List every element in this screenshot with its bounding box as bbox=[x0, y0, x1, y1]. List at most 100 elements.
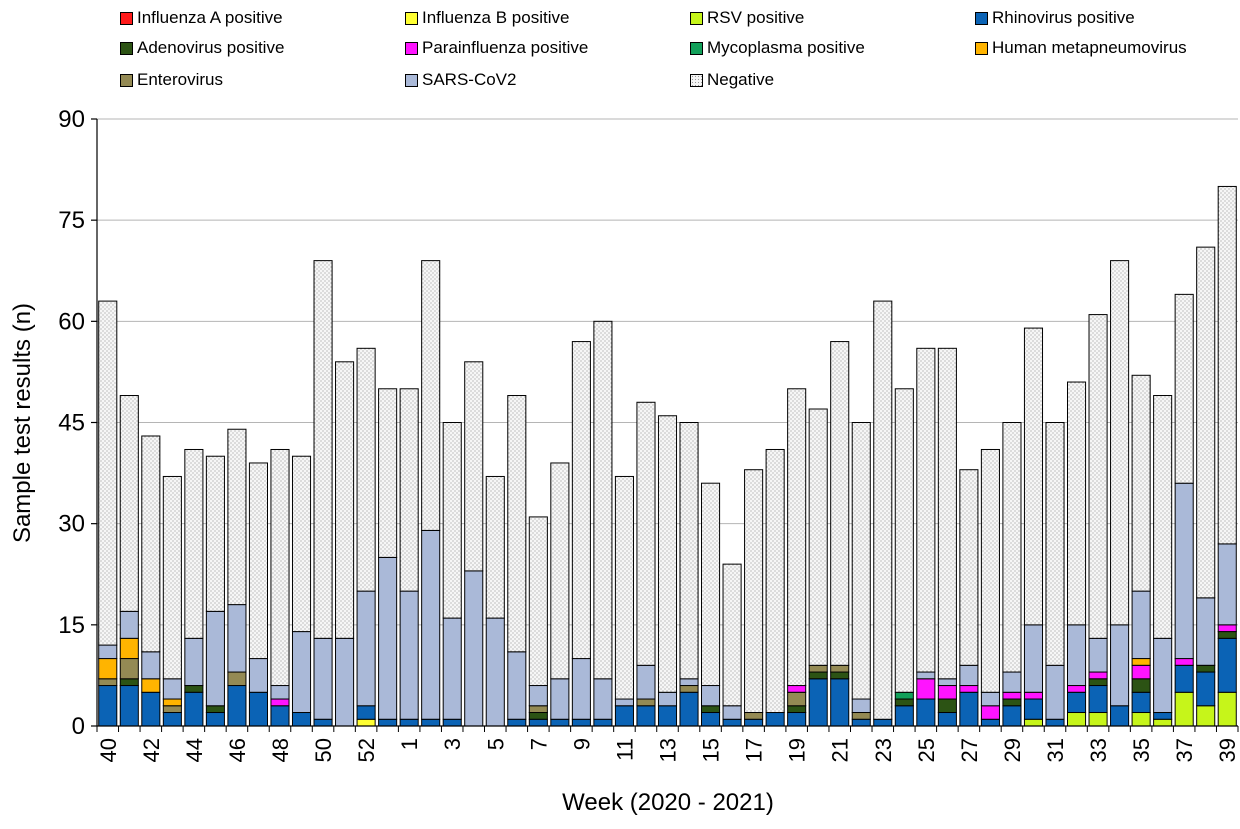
bar-segment: Parainfluenza positive 32: 1 bbox=[1067, 685, 1087, 693]
y-tick-label: 90 bbox=[58, 106, 85, 133]
bar-segment: Negative 45: 23 bbox=[205, 455, 225, 612]
bar-segment: Rhinovirus positive 24: 3 bbox=[894, 705, 914, 727]
bar-segment: Enterovirus 7: 1 bbox=[528, 705, 548, 714]
bar-segment: Adenovirus positive 15: 1 bbox=[701, 705, 721, 714]
bar-segment: Adenovirus positive 19: 1 bbox=[787, 705, 807, 714]
y-tick-labels: 0 15 30 45 60 75 90 bbox=[58, 106, 85, 740]
bar-segment: RSV positive 38: 3 bbox=[1196, 705, 1216, 727]
y-tick-label: 60 bbox=[58, 308, 85, 335]
legend-item: Negative bbox=[690, 70, 774, 90]
bar-segment: Rhinovirus positive 25: 4 bbox=[916, 698, 936, 727]
y-tick-label: 15 bbox=[58, 612, 85, 639]
legend-label: Negative bbox=[707, 70, 775, 89]
bar-segment: Rhinovirus positive 27: 5 bbox=[959, 691, 979, 727]
x-tick-label: 29 bbox=[1000, 738, 1025, 762]
bar-segment: SARS-CoV2 31: 8 bbox=[1045, 664, 1065, 720]
x-tick-label: 42 bbox=[139, 738, 164, 762]
x-tick-label: 39 bbox=[1215, 738, 1240, 762]
bar-segment: SARS-CoV2 51: 13 bbox=[335, 637, 355, 727]
bar-segment: Rhinovirus positive 12: 3 bbox=[636, 705, 656, 727]
bar-segment: Parainfluenza positive 25: 3 bbox=[916, 678, 936, 700]
bar-segment: SARS-CoV2 12: 5 bbox=[636, 664, 656, 700]
legend-label: Influenza A positive bbox=[137, 8, 283, 27]
y-tick-label: 30 bbox=[58, 511, 85, 538]
bar-segment: Rhinovirus positive 19: 2 bbox=[787, 712, 807, 727]
bar-segment: SARS-CoV2 46: 10 bbox=[227, 604, 247, 673]
bar-segment: Parainfluenza positive 33: 1 bbox=[1088, 671, 1108, 680]
bar-segment: Enterovirus 22: 1 bbox=[851, 712, 871, 720]
bar-segment: Negative 51: 41 bbox=[335, 361, 355, 639]
legend-item: Parainfluenza positive bbox=[405, 38, 588, 58]
bar-segment: Rhinovirus positive 10: 1 bbox=[593, 718, 613, 727]
x-axis-title: Week (2020 - 2021) bbox=[562, 789, 774, 816]
bar-segment: Negative 10: 53 bbox=[593, 320, 613, 680]
bar-segment: Rhinovirus positive 48: 3 bbox=[270, 705, 290, 727]
bar-segment: Rhinovirus positive 45: 2 bbox=[205, 712, 225, 727]
bar-segment: Negative 24: 45 bbox=[894, 388, 914, 693]
bar-segment: Rhinovirus positive 11: 3 bbox=[614, 705, 634, 727]
bar-segment: SARS-CoV2 1: 19 bbox=[399, 590, 419, 720]
bar-segment: Negative 36: 36 bbox=[1153, 395, 1173, 639]
bar-segment: Negative 26: 49 bbox=[937, 347, 957, 680]
legend-swatch bbox=[120, 11, 133, 25]
x-tick-label: 17 bbox=[742, 738, 767, 762]
bar-segment: Rhinovirus positive 1: 1 bbox=[399, 718, 419, 727]
x-tick-label: 37 bbox=[1172, 738, 1197, 762]
legend-label: Enterovirus bbox=[137, 70, 223, 89]
x-tick-label: 7 bbox=[526, 738, 551, 750]
bar-segment: Adenovirus positive 39: 1 bbox=[1217, 631, 1237, 639]
x-tick-label: 5 bbox=[483, 738, 508, 750]
bar-segment: Negative 37: 28 bbox=[1174, 293, 1194, 484]
legend-label: Parainfluenza positive bbox=[422, 38, 589, 57]
bar-segment: SARS-CoV2 38: 10 bbox=[1196, 597, 1216, 666]
bar-segment: Parainfluenza positive 26: 2 bbox=[937, 685, 957, 700]
bar-segment: Rhinovirus positive 28: 1 bbox=[980, 718, 1000, 727]
bar-segment: SARS-CoV2 10: 6 bbox=[593, 678, 613, 720]
bar-segment: SARS-CoV2 7: 3 bbox=[528, 685, 548, 707]
bar-segment: SARS-CoV2 30: 10 bbox=[1023, 624, 1044, 693]
bar-segment: Adenovirus positive 7: 1 bbox=[528, 712, 548, 720]
bar-segment: SARS-CoV2 43: 3 bbox=[162, 678, 182, 700]
x-tick-label: 27 bbox=[957, 738, 982, 762]
bar-segment: Negative 29: 37 bbox=[1002, 422, 1022, 673]
x-tick-label: 23 bbox=[871, 738, 896, 762]
bar-segment: Negative 48: 35 bbox=[270, 448, 290, 687]
bar-segment: SARS-CoV2 42: 4 bbox=[141, 651, 161, 680]
x-tick-label: 52 bbox=[354, 738, 379, 762]
bar-segment: Negative 41: 32 bbox=[119, 395, 139, 612]
legend-swatch bbox=[405, 11, 418, 25]
legend-item: Human metapneumovirus bbox=[975, 38, 1187, 58]
bar-segment: Adenovirus positive 21: 1 bbox=[830, 671, 850, 680]
bar-segment: Enterovirus 46: 2 bbox=[227, 671, 247, 687]
bar-segment: Adenovirus positive 41: 1 bbox=[119, 678, 139, 687]
bar-segment: Rhinovirus positive 6: 1 bbox=[507, 718, 527, 727]
bar-segment: Influenza B positive 52: 1 bbox=[356, 718, 376, 727]
bar-segment: Adenovirus positive 24: 1 bbox=[894, 698, 914, 707]
bar-segment: Negative 31: 36 bbox=[1045, 422, 1065, 666]
bar-segment: Negative 8: 32 bbox=[550, 462, 570, 680]
bar-segment: Rhinovirus positive 34: 3 bbox=[1110, 705, 1130, 727]
bar-segment: Adenovirus positive 44: 1 bbox=[184, 685, 204, 693]
bar-segment: Rhinovirus positive 42: 5 bbox=[141, 691, 161, 727]
bar-segment: SARS-CoV2 11: 1 bbox=[614, 698, 634, 707]
bar-segment: RSV positive 35: 2 bbox=[1131, 712, 1151, 727]
bar-segment: Enterovirus 20: 1 bbox=[808, 664, 828, 673]
bar-segment: Rhinovirus positive 21: 7 bbox=[830, 678, 850, 727]
bar-segment: RSV positive 32: 2 bbox=[1067, 712, 1087, 727]
bar-segment: SARS-CoV2 16: 2 bbox=[722, 705, 742, 720]
x-tick-label: 19 bbox=[785, 738, 810, 762]
bar-segment: Negative 17: 36 bbox=[744, 469, 764, 714]
legend-swatch bbox=[405, 41, 418, 55]
bar-segment: Parainfluenza positive 48: 1 bbox=[270, 698, 290, 707]
bar-segment: SARS-CoV2 4: 23 bbox=[464, 570, 484, 727]
bar-segment: Negative 25: 48 bbox=[916, 347, 936, 673]
bar-segment: Rhinovirus positive 22: 1 bbox=[851, 718, 871, 727]
bar-segment: Negative 7: 25 bbox=[528, 516, 548, 687]
bar-segment: Negative 5: 21 bbox=[485, 475, 505, 619]
bar-segment: Negative 39: 53 bbox=[1217, 185, 1237, 545]
bar-segment: Negative 50: 56 bbox=[313, 260, 333, 639]
bar-segment: Negative 38: 52 bbox=[1196, 246, 1216, 599]
x-tick-label: 11 bbox=[612, 738, 637, 761]
bar-segment: Rhinovirus positive 18: 2 bbox=[765, 712, 785, 727]
